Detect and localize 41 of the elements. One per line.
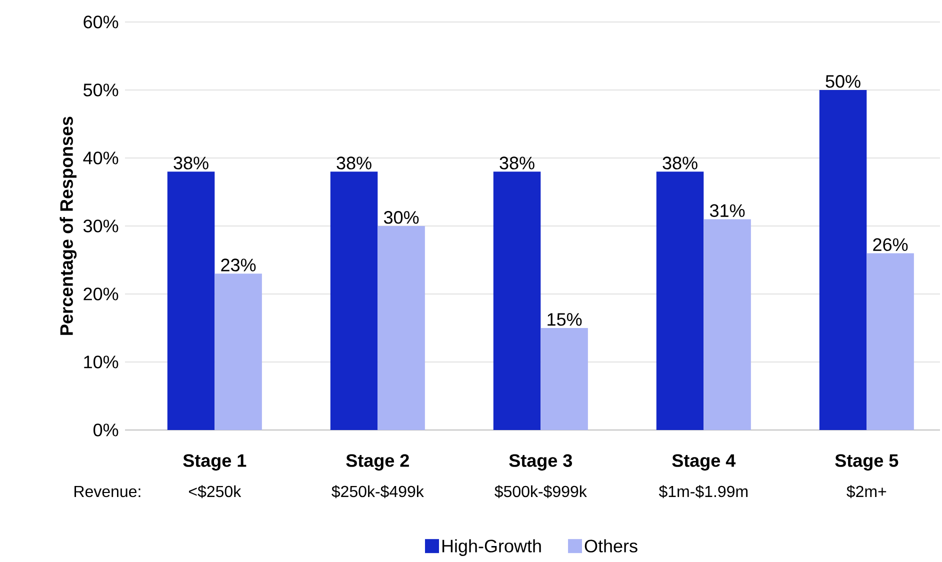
y-tick-label: 40%	[83, 152, 118, 164]
text: $1m-$1.99m	[658, 485, 748, 498]
x-tick-label: Stage 3	[509, 454, 572, 471]
bar	[214, 274, 262, 430]
y-tick-label: 0%	[94, 424, 118, 436]
data-label: 23%	[221, 258, 256, 272]
text: $2m+	[846, 485, 886, 498]
y-tick-label: 10%	[84, 356, 118, 368]
data-label: 38%	[174, 156, 208, 170]
bar	[656, 172, 704, 430]
x-tick-label: Stage 5	[835, 454, 898, 471]
text: <$250k	[188, 485, 242, 498]
x-tick-label: Stage 4	[672, 454, 736, 471]
data-label: 38%	[500, 156, 534, 170]
bar	[330, 172, 378, 430]
y-axis-title: Percentage of Responses	[60, 116, 77, 335]
y-tick-label: 50%	[84, 84, 118, 96]
bar	[493, 172, 541, 430]
legend-label: High-Growth	[442, 539, 541, 556]
data-label: 30%	[384, 211, 419, 224]
text: Revenue:	[74, 486, 140, 498]
bar	[540, 328, 588, 430]
x-tick-label: Stage 2	[346, 454, 409, 471]
data-label: 38%	[662, 156, 698, 170]
bar	[378, 226, 425, 430]
text: $500k-$999k	[494, 485, 587, 498]
data-label: 50%	[826, 75, 860, 88]
text: $250k-$499k	[332, 485, 424, 498]
legend-label: Others	[584, 539, 638, 552]
bar	[704, 219, 751, 430]
data-label: 38%	[336, 156, 372, 170]
data-label: 31%	[710, 204, 745, 217]
bar	[819, 90, 867, 430]
data-label: 26%	[873, 238, 908, 251]
bar	[167, 172, 215, 430]
y-tick-label: 30%	[83, 220, 118, 232]
bar	[866, 253, 914, 430]
y-tick-label: 60%	[84, 16, 118, 28]
x-tick-label: Stage 1	[183, 454, 246, 471]
data-label: 15%	[548, 313, 582, 326]
y-tick-label: 20%	[84, 288, 118, 300]
